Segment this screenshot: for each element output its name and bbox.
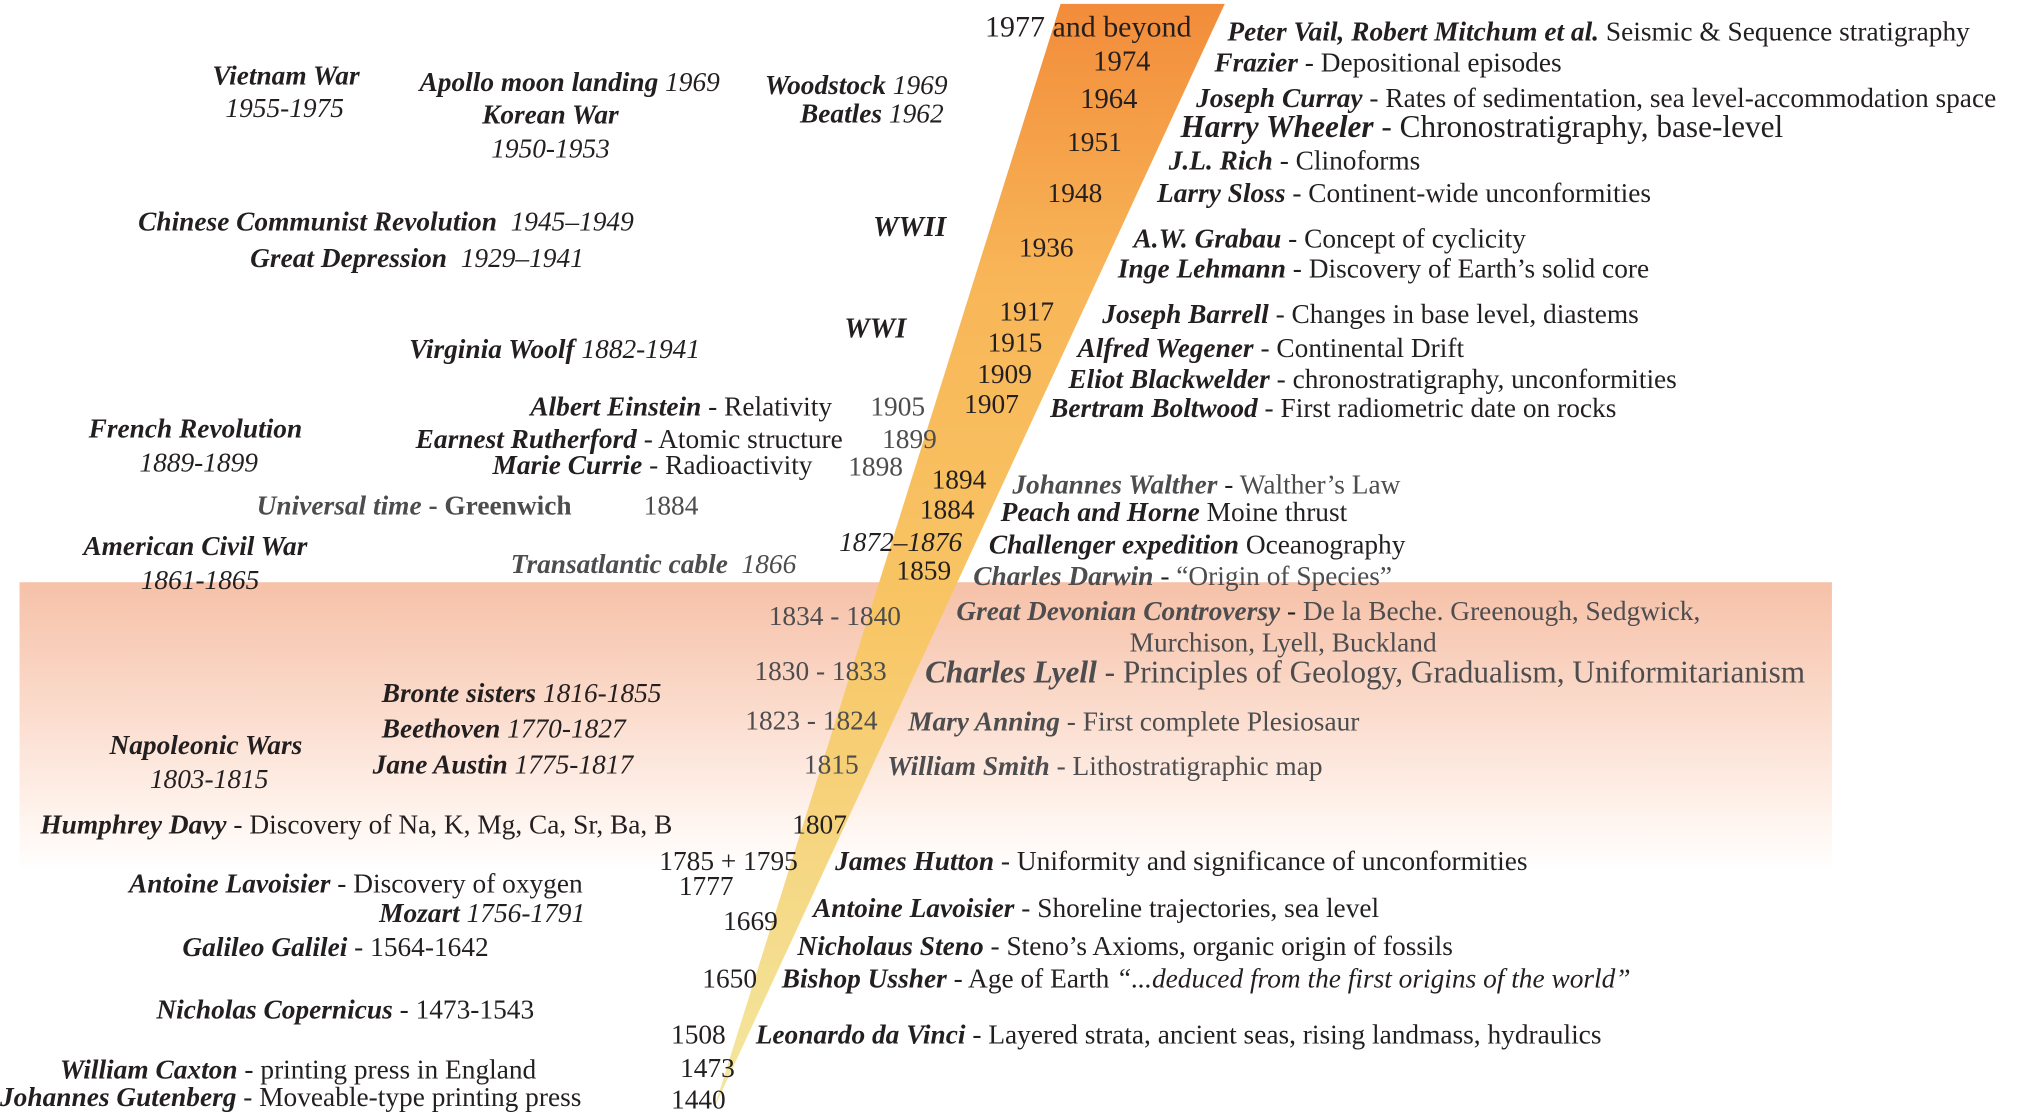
geology-entry: Joseph Barrell - Changes in base level, … — [1102, 298, 1639, 330]
history-event: Jane Austin 1775-1817 — [372, 748, 634, 781]
science-entry: Earnest Rutherford - Atomic structure — [415, 423, 843, 455]
year-label: 1872–1876 — [839, 526, 963, 558]
wedge-shape — [714, 3, 1225, 1109]
year-label: 1815 — [803, 748, 859, 781]
year-label: 1830 - 1833 — [754, 655, 887, 687]
year-label: 1859 — [896, 554, 952, 587]
year-label: 1650 — [702, 962, 758, 994]
year-label: 1823 - 1824 — [745, 704, 878, 736]
year-label: 1974 — [1093, 44, 1151, 77]
year-label: 1964 — [1080, 82, 1138, 115]
year-label: 1907 — [964, 388, 1019, 420]
geology-entry: Frazier - Depositional episodes — [1214, 46, 1562, 79]
history-event: Great Depression 1929–1941 — [250, 242, 584, 274]
year-label: 1977 and beyond — [985, 10, 1192, 43]
geology-entry: Bertram Boltwood - First radiometric dat… — [1050, 392, 1617, 424]
history-event: WWII — [872, 209, 947, 243]
history-event: Chinese Communist Revolution 1945–1949 — [138, 205, 634, 238]
geology-entry: Mary Anning - First complete Plesiosaur — [908, 705, 1360, 738]
science-entry: Galileo Galilei - 1564-1642 — [182, 931, 489, 963]
geology-entry: Eliot Blackwelder - chronostratigraphy, … — [1068, 363, 1677, 395]
year-label: 1669 — [723, 905, 778, 937]
geology-entry: William Smith - Lithostratigraphic map — [887, 750, 1323, 782]
year-label: 1785 + 1795 — [659, 845, 798, 877]
year-label: 1508 — [671, 1018, 726, 1050]
year-label: 1948 — [1047, 177, 1103, 209]
science-entry: Albert Einstein - Relativity — [530, 390, 833, 423]
geology-entry: Peter Vail, Robert Mitchum et al. Seismi… — [1227, 15, 1970, 47]
history-event: Korean War — [482, 98, 619, 131]
year-label: 1951 — [1067, 126, 1122, 158]
geology-entry: Bishop Ussher - Age of Earth “...deduced… — [781, 962, 1631, 994]
year-label: 1777 — [678, 870, 734, 902]
year-label: 1834 - 1840 — [768, 600, 901, 632]
geology-entry: Leonardo da Vinci - Layered strata, anci… — [755, 1018, 1602, 1050]
geology-entry: Great Devonian Controversy - De la Beche… — [956, 595, 1701, 627]
history-dates: 1889-1899 — [139, 446, 258, 479]
geology-entry: James Hutton - Uniformity and significan… — [835, 845, 1528, 877]
history-event: Beethoven 1770-1827 — [381, 712, 626, 744]
history-event: Napoleonic Wars — [109, 729, 303, 761]
year-label: 1899 — [882, 423, 937, 455]
year-label: 1440 — [671, 1083, 726, 1115]
year-label: 1473 — [680, 1052, 735, 1084]
geology-entry: J.L. Rich - Clinoforms — [1168, 144, 1421, 176]
geology-entry: Charles Lyell - Principles of Geology, G… — [925, 656, 1806, 691]
history-dates: 1803-1815 — [149, 763, 269, 795]
science-entry: William Caxton - printing press in Engla… — [59, 1053, 537, 1086]
history-dates: 1950-1953 — [491, 132, 610, 165]
geology-entry: Antoine Lavoisier - Shoreline trajectori… — [813, 892, 1380, 924]
year-label: 1894 — [931, 463, 987, 495]
geology-entry: Larry Sloss - Continent-wide unconformit… — [1157, 177, 1652, 209]
year-label: 1898 — [848, 450, 903, 482]
history-event: Mozart 1756-1791 — [379, 897, 586, 929]
history-event: Bronte sisters 1816-1855 — [381, 677, 662, 709]
geology-entry: Joseph Curray - Rates of sedimentation, … — [1196, 82, 1997, 114]
geology-entry: Johannes Walther - Walther’s Law — [1012, 468, 1401, 501]
year-label: 1884 — [919, 493, 975, 525]
geology-entry-continued: Murchison, Lyell, Buckland — [1129, 626, 1437, 658]
geology-entry: Nicholaus Steno - Steno’s Axioms, organi… — [797, 930, 1453, 962]
science-entry: Universal time - Greenwich — [256, 489, 572, 522]
geology-entry: Challenger expedition Oceanography — [988, 528, 1406, 561]
history-event: American Civil War — [83, 530, 308, 562]
year-label: 1917 — [999, 295, 1055, 327]
science-entry: Humphrey Davy - Discovery of Na, K, Mg, … — [40, 808, 673, 841]
history-event: WWI — [844, 311, 907, 344]
history-event: Beatles 1962 — [799, 97, 944, 129]
history-event: Vietnam War — [212, 59, 360, 92]
history-event: Apollo moon landing 1969 — [419, 66, 720, 98]
geology-entry: Alfred Wegener - Continental Drift — [1077, 332, 1465, 364]
science-entry: Nicholas Copernicus - 1473-1543 — [156, 993, 535, 1026]
history-event: Virginia Woolf 1882-1941 — [409, 333, 701, 365]
year-label: 1915 — [987, 326, 1043, 359]
year-label: 1807 — [792, 808, 847, 841]
history-event: Transatlantic cable 1866 — [510, 548, 797, 580]
geology-entry: Peach and Horne Moine thrust — [1000, 496, 1348, 528]
history-dates: 1955-1975 — [225, 92, 344, 124]
history-event: Woodstock 1969 — [764, 69, 948, 101]
science-entry: Antoine Lavoisier - Discovery of oxygen — [128, 867, 583, 899]
year-label: 1936 — [1018, 231, 1074, 264]
history-dates: 1861-1865 — [140, 564, 260, 596]
geology-entry: Harry Wheeler - Chronostratigraphy, base… — [1180, 110, 1784, 145]
science-entry: Marie Currie - Radioactivity — [492, 449, 813, 481]
year-label: 1905 — [870, 390, 926, 423]
science-entry: Johannes Gutenberg - Moveable-type print… — [0, 1081, 582, 1113]
year-label: 1909 — [977, 358, 1032, 390]
year-label: 1884 — [643, 489, 699, 522]
geology-entry: Inge Lehmann - Discovery of Earth’s soli… — [1117, 252, 1650, 284]
geology-entry: Charles Darwin - “Origin of Species” — [973, 560, 1393, 592]
history-event: French Revolution — [88, 412, 303, 445]
geology-entry: A.W. Grabau - Concept of cyclicity — [1133, 222, 1526, 255]
